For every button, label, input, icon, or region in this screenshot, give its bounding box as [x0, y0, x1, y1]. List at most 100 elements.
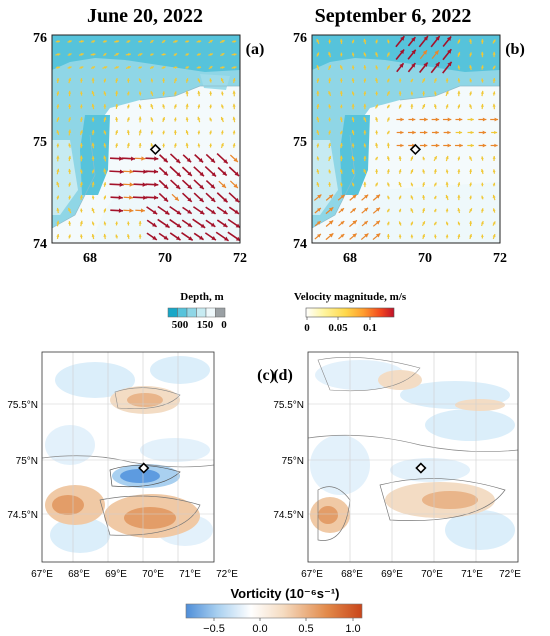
- velocity-arrow-head: [470, 130, 474, 135]
- velocity-arrow-head: [363, 221, 368, 225]
- velocity-arrow-head: [328, 155, 332, 160]
- velocity-arrow-head: [363, 181, 367, 185]
- velocity-arrow-head: [57, 66, 60, 69]
- vorticity-tick-label: 0.5: [298, 623, 313, 635]
- velocity-arrow-head: [129, 169, 134, 174]
- velocity-arrow-head: [150, 143, 154, 147]
- velocity-arrow-head: [316, 52, 319, 56]
- velocity-arrow-head: [363, 65, 367, 69]
- velocity-arrow-head: [339, 104, 343, 108]
- velocity-arrow-head: [138, 91, 142, 95]
- velocity-arrow-head: [79, 104, 83, 108]
- velocity-arrow-head: [317, 233, 321, 238]
- velocity-arrow-head: [316, 182, 320, 186]
- velocity-arrow-head: [162, 130, 165, 134]
- velocity-arrow-head: [91, 181, 95, 185]
- velocity-arrow-head: [186, 66, 189, 69]
- velocity-arrow-head: [176, 172, 181, 177]
- velocity-arrow-head: [398, 195, 402, 199]
- velocity-arrow-head: [127, 66, 131, 69]
- velocity-arrow-head: [232, 103, 236, 107]
- velocity-arrow-head: [199, 210, 205, 215]
- velocity-arrow-head: [328, 130, 331, 134]
- x-tick-label: 71°E: [179, 569, 201, 580]
- velocity-arrow-head: [233, 53, 237, 57]
- velocity-arrow-head: [375, 91, 379, 95]
- velocity-arrow-head: [386, 233, 390, 237]
- velocity-arrow-head: [482, 130, 487, 135]
- velocity-arrow-head: [68, 195, 71, 199]
- velocity-arrow-head: [129, 195, 134, 200]
- velocity-arrow-head: [328, 77, 332, 81]
- velocity-arrow-head: [56, 181, 60, 186]
- velocity-arrow-head: [398, 169, 402, 173]
- velocity-arrow-head: [139, 66, 142, 69]
- velocity-arrow-head: [220, 130, 224, 134]
- velocity-arrow-head: [143, 169, 148, 174]
- velocity-arrow-head: [422, 78, 425, 82]
- velocity-arrow-head: [150, 53, 154, 56]
- velocity-arrow-head: [492, 156, 496, 159]
- velocity-arrow-head: [386, 78, 390, 82]
- velocity-arrow-head: [103, 195, 107, 199]
- velocity-arrow-head: [79, 195, 83, 199]
- velocity-arrow-head: [232, 143, 236, 147]
- velocity-arrow-head: [104, 40, 107, 43]
- velocity-arrow-head: [363, 38, 367, 43]
- velocity-arrow-head: [482, 117, 487, 122]
- velocity-arrow-head: [423, 36, 428, 41]
- y-tick-label: 74: [293, 237, 307, 252]
- velocity-arrow-head: [232, 78, 236, 82]
- velocity-arrow-head: [433, 156, 437, 160]
- velocity-arrow-head: [115, 90, 119, 94]
- velocity-arrow-head: [328, 207, 334, 212]
- velocity-arrow-head: [411, 49, 416, 55]
- velocity-arrow-head: [328, 142, 332, 147]
- station-diamond: [138, 462, 150, 474]
- velocity-arrow-head: [115, 53, 119, 56]
- x-tick-label: 69°E: [105, 569, 127, 580]
- velocity-arrow-head: [410, 156, 414, 160]
- velocity-arrow-head: [185, 78, 189, 82]
- velocity-arrow-head: [328, 91, 332, 95]
- velocity-arrow-head: [140, 208, 145, 213]
- velocity-arrow-head: [339, 169, 343, 173]
- velocity-arrow-head: [235, 236, 240, 241]
- velocity-arrow-head: [351, 78, 355, 82]
- velocity-legend: Velocity magnitude, m/s 0 0.05 0.1: [294, 291, 407, 334]
- velocity-arrow-head: [115, 221, 118, 225]
- velocity-arrow-head: [79, 181, 83, 185]
- velocity-arrow-head: [410, 182, 414, 186]
- velocity-arrow-head: [223, 159, 228, 164]
- velocity-arrow-head: [103, 168, 107, 172]
- velocity-arrow-head: [130, 156, 136, 161]
- velocity-arrow-head: [91, 233, 95, 238]
- velocity-arrow-head: [446, 36, 452, 41]
- panel-b-tag: (b): [505, 41, 525, 58]
- velocity-arrow-head: [115, 117, 119, 120]
- velocity-arrow-head: [91, 142, 95, 146]
- velocity-arrow-head: [422, 91, 426, 94]
- velocity-arrow-head: [457, 182, 461, 186]
- velocity-arrow-head: [103, 117, 107, 121]
- depth-swatch: [177, 307, 188, 318]
- velocity-arrow-head: [398, 181, 402, 186]
- velocity-arrow-head: [56, 195, 60, 199]
- velocity-arrow-head: [469, 91, 472, 95]
- velocity-arrow-head: [115, 66, 119, 69]
- velocity-tick-label: 0: [304, 322, 310, 334]
- velocity-arrow-head: [164, 210, 170, 215]
- velocity-arrow-head: [210, 197, 216, 202]
- depth-legend: Depth, m 500 150 0: [167, 291, 227, 331]
- velocity-arrow-head: [446, 221, 449, 225]
- velocity-arrow-head: [91, 195, 95, 199]
- velocity-arrow-head: [197, 116, 201, 121]
- velocity-arrow-head: [492, 39, 496, 43]
- velocity-arrow-head: [386, 104, 390, 108]
- velocity-arrow-head: [480, 168, 484, 173]
- velocity-arrow-head: [185, 117, 189, 121]
- velocity-arrow-head: [410, 234, 414, 238]
- velocity-arrow-head: [339, 39, 343, 42]
- velocity-arrow-head: [174, 53, 177, 56]
- velocity-arrow-head: [412, 117, 416, 122]
